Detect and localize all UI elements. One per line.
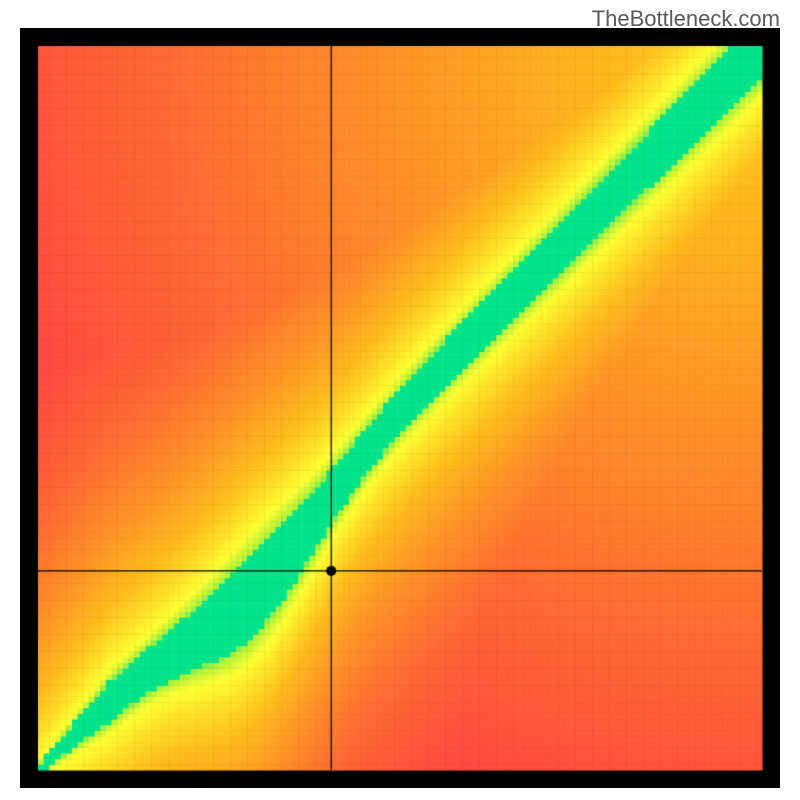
watermark: TheBottleneck.com	[592, 6, 780, 32]
bottleneck-heatmap	[20, 28, 780, 788]
